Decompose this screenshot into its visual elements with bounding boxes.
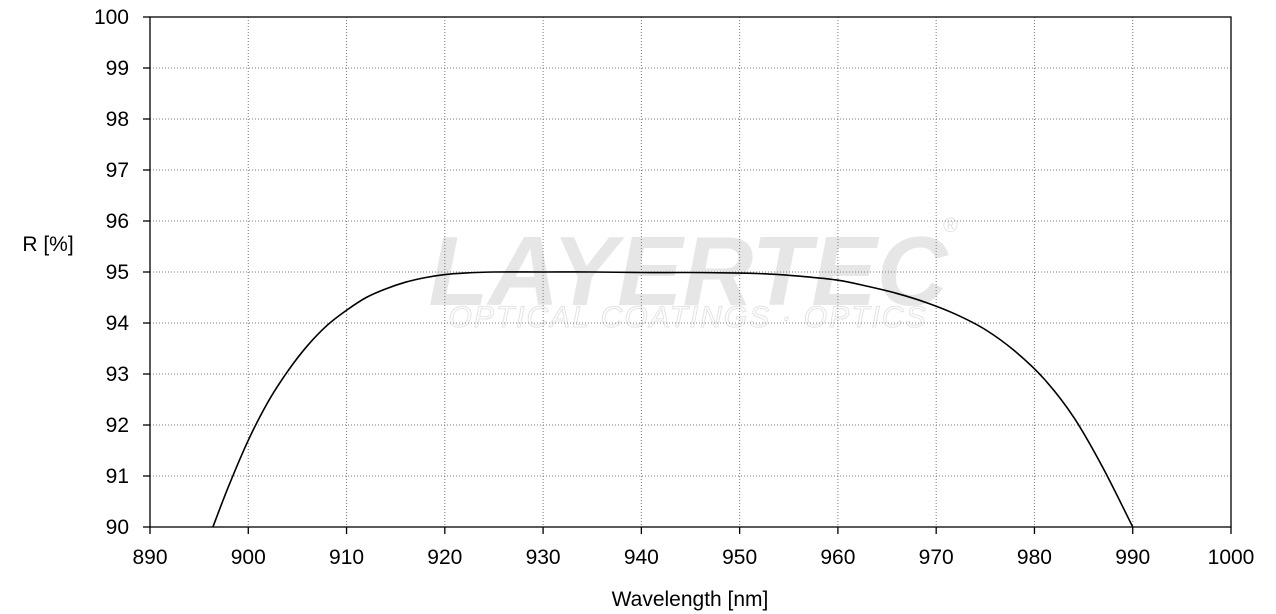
- y-tick-label: 93: [106, 363, 129, 386]
- y-tick-label: 99: [106, 57, 129, 80]
- x-tick-label: 970: [919, 546, 954, 569]
- x-tick-label: 920: [427, 546, 462, 569]
- x-tick-label: 950: [722, 546, 757, 569]
- watermark-registered-mark: ®: [943, 215, 958, 237]
- y-tick-label: 98: [106, 108, 129, 131]
- y-tick-label: 97: [106, 159, 129, 182]
- watermark: LAYERTEC OPTICAL COATINGS · OPTICS ®: [428, 215, 958, 334]
- y-tick-label: 96: [106, 210, 129, 233]
- y-axis-title: R [%]: [22, 233, 73, 256]
- x-tick-label: 960: [820, 546, 855, 569]
- y-tick-label: 90: [106, 516, 129, 539]
- x-tick-label: 980: [1017, 546, 1052, 569]
- x-tick-label: 890: [132, 546, 167, 569]
- x-tick-label: 930: [526, 546, 561, 569]
- x-tick-label: 1000: [1208, 546, 1255, 569]
- y-tick-label: 91: [106, 465, 129, 488]
- x-tick-label: 910: [329, 546, 364, 569]
- y-tick-label: 92: [106, 414, 129, 437]
- x-tick-label: 990: [1115, 546, 1150, 569]
- x-tick-label: 940: [624, 546, 659, 569]
- x-axis-title: Wavelength [nm]: [612, 588, 769, 611]
- x-tick-label: 900: [231, 546, 266, 569]
- y-tick-label: 100: [94, 6, 129, 29]
- watermark-tagline: OPTICAL COATINGS · OPTICS: [449, 301, 928, 334]
- y-tick-label: 94: [106, 312, 130, 335]
- y-tick-label: 95: [106, 261, 129, 284]
